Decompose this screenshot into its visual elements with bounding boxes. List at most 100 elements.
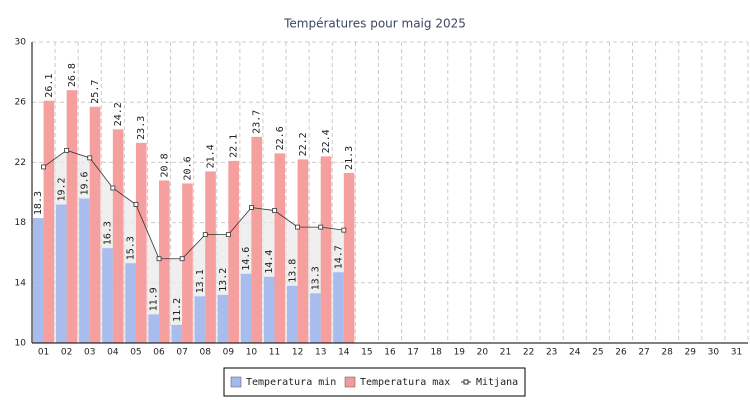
x-tick-label: 22 (523, 348, 534, 358)
mean-marker (156, 256, 162, 262)
mean-marker (110, 185, 116, 191)
x-tick-label: 01 (38, 348, 49, 358)
value-label: 22.1 (229, 134, 240, 158)
x-tick-label: 25 (592, 348, 603, 358)
value-label: 11.9 (149, 287, 160, 311)
mean-marker (272, 208, 277, 213)
value-label: 24.2 (113, 102, 124, 126)
value-label: 14.6 (241, 247, 252, 271)
bar (182, 183, 193, 343)
value-label: 13.8 (287, 259, 298, 283)
bar (297, 159, 309, 343)
bar (148, 314, 160, 343)
y-tick-label: 26 (15, 98, 27, 108)
mean-marker (41, 164, 46, 170)
x-tick-label: 14 (338, 348, 350, 358)
bar (171, 324, 183, 343)
bar (333, 272, 344, 343)
value-label: 20.6 (182, 156, 193, 180)
value-label: 18.3 (33, 191, 44, 215)
bar (228, 160, 239, 343)
bar (43, 100, 55, 343)
bar (32, 218, 44, 343)
value-label: 13.3 (310, 266, 321, 290)
value-label: 26.1 (44, 74, 55, 98)
y-tick-label: 18 (15, 218, 27, 228)
mean-marker (179, 256, 185, 262)
bar (102, 248, 113, 343)
chart-title: Températures pour maig 2025 (283, 17, 466, 31)
x-tick-label: 10 (246, 348, 258, 358)
value-label: 26.8 (67, 63, 78, 87)
value-label: 25.7 (90, 80, 101, 104)
x-tick-label: 15 (361, 348, 372, 358)
bar (66, 90, 78, 343)
mean-marker (341, 227, 347, 233)
bar (135, 142, 147, 343)
legend-swatch (344, 376, 356, 388)
bar (125, 263, 136, 343)
bar (320, 156, 332, 343)
bar (274, 153, 286, 343)
x-tick-label: 19 (454, 348, 466, 358)
value-label: 21.3 (344, 146, 355, 170)
bar (205, 171, 216, 343)
x-tick-label: 11 (269, 348, 280, 358)
x-tick-label: 16 (384, 348, 396, 358)
bar (310, 293, 321, 343)
mean-marker (295, 224, 301, 230)
x-tick-label: 23 (546, 348, 557, 358)
legend-swatch (230, 376, 242, 388)
x-tick-label: 29 (685, 348, 697, 358)
x-tick-label: 28 (661, 348, 673, 358)
bar (89, 106, 101, 343)
legend-label: Temperatura min (246, 377, 336, 388)
x-tick-label: 26 (615, 348, 627, 358)
value-label: 16.3 (103, 221, 114, 245)
value-label: 14.7 (333, 245, 344, 269)
bar (56, 204, 67, 343)
value-label: 22.6 (275, 126, 286, 150)
bar (263, 276, 275, 343)
x-tick-label: 02 (61, 348, 72, 358)
mean-marker (225, 232, 231, 238)
y-tick-label: 30 (15, 38, 27, 48)
bar (112, 129, 124, 343)
legend-label: Temperatura max (360, 377, 450, 388)
x-tick-label: 13 (315, 348, 326, 358)
mean-marker (133, 202, 139, 207)
mean-marker (64, 147, 70, 153)
value-label: 23.7 (252, 110, 263, 134)
value-label: 19.2 (56, 177, 67, 201)
mean-marker (249, 205, 254, 210)
x-tick-label: 12 (292, 348, 303, 358)
x-tick-label: 09 (223, 348, 235, 358)
legend-label: Mitjana (476, 377, 518, 388)
x-tick-label: 08 (199, 348, 211, 358)
value-label: 23.3 (136, 116, 147, 140)
x-tick-label: 06 (153, 348, 165, 358)
bar (286, 285, 298, 343)
bar (251, 136, 263, 343)
bar (343, 172, 355, 343)
legend-box (223, 367, 526, 397)
x-tick-label: 30 (708, 348, 720, 358)
x-tick-label: 03 (84, 348, 95, 358)
value-label: 13.1 (195, 269, 206, 293)
value-label: 14.4 (264, 250, 275, 274)
y-tick-label: 22 (15, 158, 26, 168)
x-tick-label: 05 (130, 348, 141, 358)
bar (79, 198, 90, 343)
value-label: 22.4 (321, 129, 332, 153)
x-tick-label: 27 (638, 348, 649, 358)
x-tick-label: 17 (407, 348, 418, 358)
x-tick-label: 31 (731, 348, 742, 358)
value-label: 19.6 (79, 171, 90, 195)
bar (194, 296, 206, 343)
mean-marker (87, 155, 93, 161)
value-label: 11.2 (172, 298, 183, 322)
value-label: 21.4 (206, 144, 217, 168)
value-label: 20.8 (159, 153, 170, 177)
bar (159, 180, 170, 343)
